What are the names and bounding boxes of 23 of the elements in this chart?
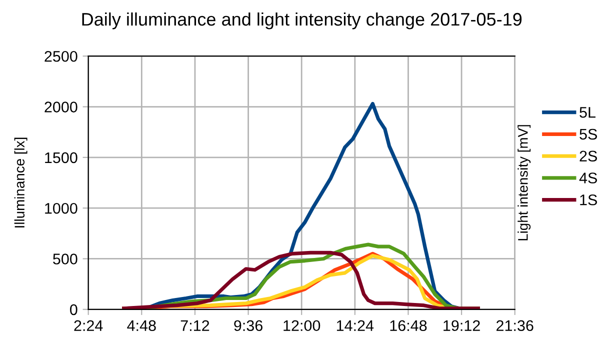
x-tick-label: 12:00 [284, 320, 320, 332]
legend-label: 2S [580, 150, 597, 162]
y-tick-label: 1500 [45, 152, 78, 164]
x-tick-label: 16:48 [390, 320, 427, 332]
x-tick-label: 9:36 [234, 320, 262, 332]
y-tick-label: 500 [53, 254, 78, 264]
chart-title: Daily illuminance and light intensity change 2017-05-19 [82, 12, 522, 30]
legend-label: 5S [580, 128, 597, 140]
legend-label: 5L [580, 107, 596, 118]
y-tick-label: 2500 [44, 50, 78, 62]
y2-axis-title: Light intensity [mV] [518, 125, 531, 240]
legend-label: 4S [579, 172, 597, 184]
y-tick-label: 0 [70, 304, 78, 316]
x-tick-label: 7:12 [180, 320, 210, 331]
y-tick-label: 2000 [44, 102, 78, 112]
y-tick-label: 1000 [45, 202, 78, 214]
x-tick-label: 14:24 [336, 320, 374, 331]
y-axis-title: Illuminance [lx] [14, 138, 28, 228]
x-tick-label: 21:36 [496, 320, 534, 332]
legend-label: 1S [580, 194, 597, 206]
x-tick-label: 19:12 [444, 320, 480, 332]
x-tick-label: 4:48 [127, 320, 156, 332]
x-tick-label: 2:24 [74, 320, 103, 331]
